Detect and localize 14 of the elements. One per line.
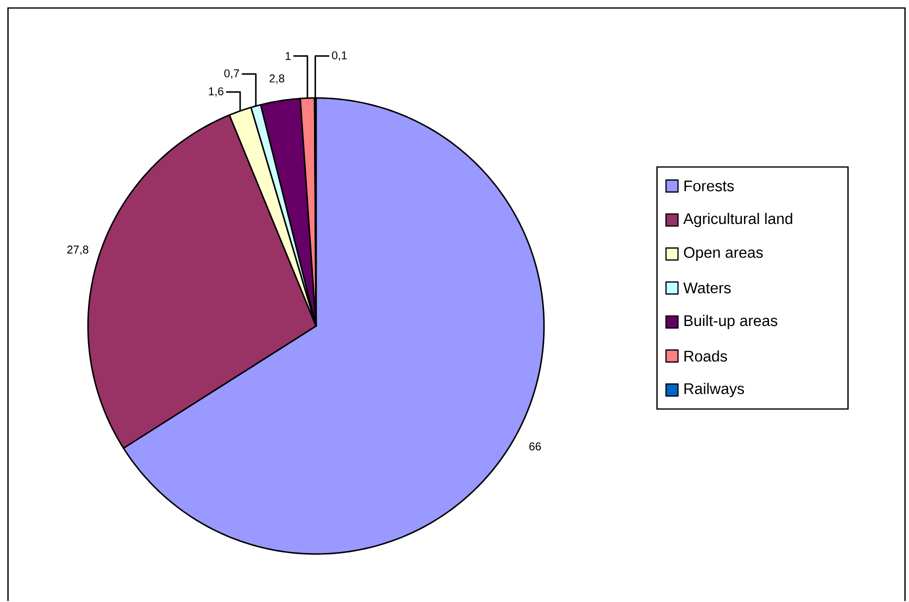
legend-label: Waters <box>683 282 731 294</box>
data-label: 0,7 <box>224 69 240 79</box>
data-label: 66 <box>529 442 541 451</box>
data-label: 27,8 <box>67 246 88 256</box>
legend-label: Agricultural land <box>683 213 792 228</box>
legend-label: Forests <box>684 180 734 192</box>
data-label: 1,6 <box>208 87 224 97</box>
legend-label: Built-up areas <box>684 315 778 330</box>
data-label: 1 <box>286 52 291 60</box>
legend-label: Open areas <box>684 247 763 262</box>
data-label: 0,1 <box>332 51 347 61</box>
legend-label: Roads <box>684 350 728 362</box>
data-label: 2,8 <box>270 74 284 84</box>
legend-label: Railways <box>684 383 744 398</box>
